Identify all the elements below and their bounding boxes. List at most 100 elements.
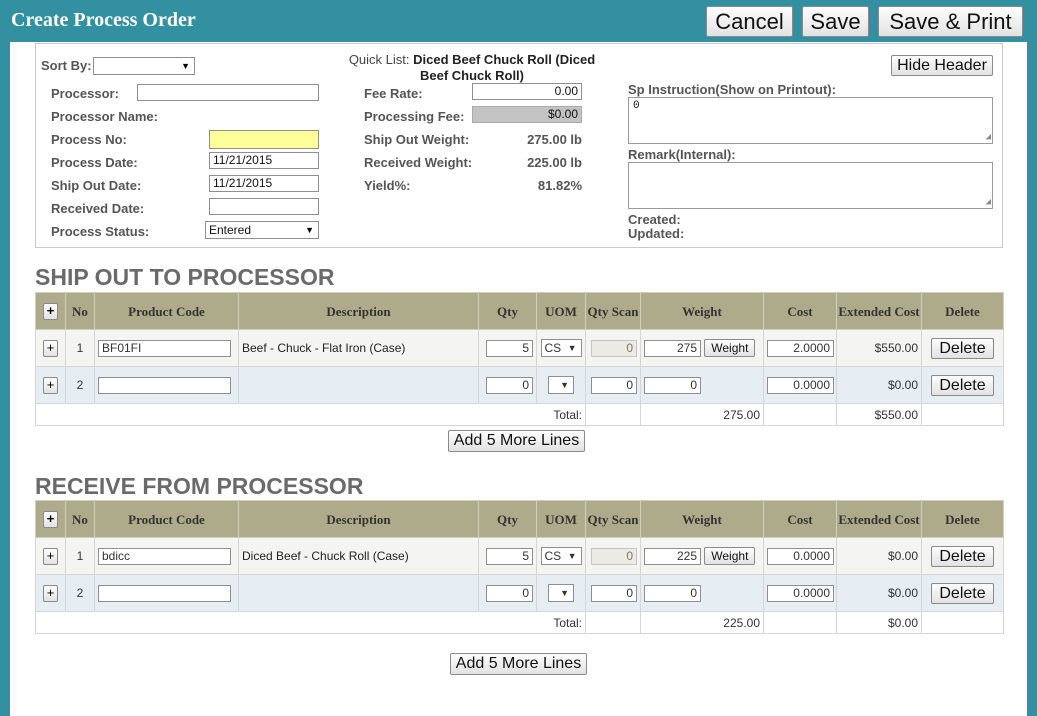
received-date-input[interactable] [209, 198, 319, 215]
product-code-input[interactable] [98, 584, 231, 602]
cost-input[interactable]: 0.0000 [767, 376, 834, 394]
total-extended-cost: $0.00 [836, 611, 922, 634]
ship-out-weight-label: Ship Out Weight: [364, 132, 470, 147]
column-header-cost: Cost [763, 500, 837, 538]
remark-label: Remark(Internal): [628, 147, 736, 162]
extended-cost-cell: $0.00 [836, 537, 922, 575]
total-label: Total: [35, 403, 586, 426]
description-cell: Diced Beef - Chuck Roll (Case) [238, 537, 479, 575]
delete-button[interactable]: Delete [931, 337, 994, 359]
save-button[interactable]: Save [802, 6, 869, 37]
qty-scan-input[interactable]: 0 [591, 376, 637, 394]
process-status-value: Entered [209, 223, 252, 237]
row-number: 1 [65, 329, 95, 367]
qty-scan-input[interactable]: 0 [591, 584, 637, 602]
table-row: + 1 bdicc Diced Beef - Chuck Roll (Case)… [35, 537, 1004, 575]
plus-icon[interactable]: + [43, 547, 58, 565]
uom-select[interactable]: CS ▼ [540, 339, 582, 357]
receive-section-title: RECEIVE FROM PROCESSOR [35, 473, 364, 499]
column-header-delete: Delete [921, 500, 1004, 538]
created-label: Created: [628, 212, 681, 227]
cost-input[interactable]: 0.0000 [767, 584, 834, 602]
extended-cost-cell: $0.00 [836, 366, 922, 404]
weight-input[interactable]: 275 [644, 339, 701, 357]
cost-input[interactable]: 0.0000 [767, 547, 834, 565]
ship-out-date-input[interactable]: 11/21/2015 [209, 175, 319, 192]
process-status-label: Process Status: [51, 224, 150, 239]
plus-icon[interactable]: + [43, 302, 58, 320]
delete-button[interactable]: Delete [931, 374, 994, 396]
save-print-button[interactable]: Save & Print [878, 6, 1023, 37]
total-extended-cost: $550.00 [836, 403, 922, 426]
product-code-input[interactable]: BF01FI [98, 339, 231, 357]
weight-input[interactable]: 0 [644, 376, 701, 394]
weight-button[interactable]: Weight [704, 547, 756, 565]
column-header-cost: Cost [763, 292, 837, 330]
chevron-down-icon: ▼ [560, 588, 569, 598]
process-date-input[interactable]: 11/21/2015 [209, 152, 319, 169]
weight-button[interactable]: Weight [704, 339, 756, 357]
qty-input[interactable]: 0 [486, 584, 533, 602]
table-row: + 2 0 ▼ 0 0 0.0000 $0.00 Delete [35, 366, 1004, 404]
weight-input[interactable]: 225 [644, 547, 701, 565]
cost-input[interactable]: 2.0000 [767, 339, 834, 357]
column-header-extended-cost: Extended Cost [836, 500, 922, 538]
column-header-qty-scan: Qty Scan [585, 292, 641, 330]
product-code-input[interactable] [98, 376, 231, 394]
qty-input[interactable]: 5 [486, 339, 533, 357]
description-cell: Beef - Chuck - Flat Iron (Case) [238, 329, 479, 367]
column-header-uom: UOM [536, 500, 586, 538]
cancel-button[interactable]: Cancel [706, 6, 793, 37]
resize-grip-icon[interactable]: ◢ [985, 197, 991, 207]
column-header-qty: Qty [478, 292, 537, 330]
total-weight: 225.00 [640, 611, 764, 634]
column-header-qty: Qty [478, 500, 537, 538]
column-header-qty-scan: Qty Scan [585, 500, 641, 538]
remark-textarea[interactable]: ◢ [628, 162, 993, 209]
product-code-input[interactable]: bdicc [98, 547, 231, 565]
delete-button[interactable]: Delete [931, 545, 994, 567]
process-no-input[interactable] [209, 130, 319, 149]
weight-input[interactable]: 0 [644, 584, 701, 602]
sort-by-select[interactable]: ▼ [93, 57, 195, 75]
column-header-product-code: Product Code [94, 500, 239, 538]
qty-input[interactable]: 5 [486, 547, 533, 565]
total-label: Total: [35, 611, 586, 634]
total-row: Total: 275.00 $550.00 [35, 403, 1004, 426]
add-more-lines-button[interactable]: Add 5 More Lines [448, 430, 585, 452]
process-no-label: Process No: [51, 132, 127, 147]
column-header-weight: Weight [640, 292, 764, 330]
qty-input[interactable]: 0 [486, 376, 533, 394]
uom-value: CS [544, 549, 562, 563]
total-row: Total: 225.00 $0.00 [35, 611, 1004, 634]
plus-icon[interactable]: + [43, 584, 58, 602]
column-header-uom: UOM [536, 292, 586, 330]
uom-select[interactable]: ▼ [548, 376, 574, 394]
plus-icon[interactable]: + [43, 339, 58, 357]
page-title: Create Process Order [11, 9, 196, 31]
quick-list-value: Diced Beef Chuck Roll (Diced Beef Chuck … [413, 52, 596, 83]
uom-select[interactable]: ▼ [548, 584, 574, 602]
add-more-lines-button[interactable]: Add 5 More Lines [450, 653, 587, 675]
yield-label: Yield%: [364, 178, 411, 193]
uom-select[interactable]: CS ▼ [540, 547, 582, 565]
hide-header-button[interactable]: Hide Header [891, 55, 993, 76]
process-status-select[interactable]: Entered ▼ [205, 221, 319, 239]
extended-cost-cell: $0.00 [836, 574, 922, 612]
fee-rate-input[interactable]: 0.00 [472, 83, 582, 100]
table-row: + 1 BF01FI Beef - Chuck - Flat Iron (Cas… [35, 329, 1004, 367]
resize-grip-icon[interactable]: ◢ [985, 132, 991, 142]
column-header-no: No [65, 500, 95, 538]
plus-icon[interactable]: + [43, 510, 58, 528]
processor-input[interactable] [137, 84, 319, 101]
sp-instruction-textarea[interactable]: 0 ◢ [628, 97, 993, 144]
chevron-down-icon: ▼ [560, 380, 569, 390]
processor-name-label: Processor Name: [51, 109, 158, 124]
plus-icon[interactable]: + [43, 376, 58, 394]
processing-fee-field: $0.00 [472, 106, 582, 123]
delete-button[interactable]: Delete [931, 582, 994, 604]
column-header-description: Description [238, 292, 479, 330]
ship-out-weight-value: 275.00 lb [527, 132, 582, 147]
table-row: + 2 0 ▼ 0 0 0.0000 $0.00 Delete [35, 574, 1004, 612]
total-weight: 275.00 [640, 403, 764, 426]
